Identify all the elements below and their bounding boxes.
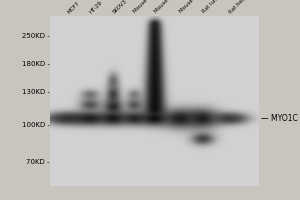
Text: — MYO1C: — MYO1C: [261, 114, 298, 123]
Text: 250KD -: 250KD -: [22, 33, 50, 39]
Text: Rat heart: Rat heart: [228, 0, 250, 14]
Text: 100KD -: 100KD -: [22, 122, 50, 128]
Text: Mouse lung: Mouse lung: [154, 0, 180, 14]
Text: 70KD -: 70KD -: [26, 159, 50, 165]
Text: 130KD -: 130KD -: [22, 89, 50, 95]
Text: HT-29: HT-29: [89, 0, 104, 14]
Text: Rat lung: Rat lung: [202, 0, 221, 14]
Text: Mouse kidney: Mouse kidney: [133, 0, 163, 14]
Text: MCF7: MCF7: [66, 0, 80, 14]
Text: 180KD -: 180KD -: [22, 61, 50, 67]
Text: Mouse Spleen: Mouse Spleen: [179, 0, 209, 14]
Text: SKOV3: SKOV3: [112, 0, 128, 14]
